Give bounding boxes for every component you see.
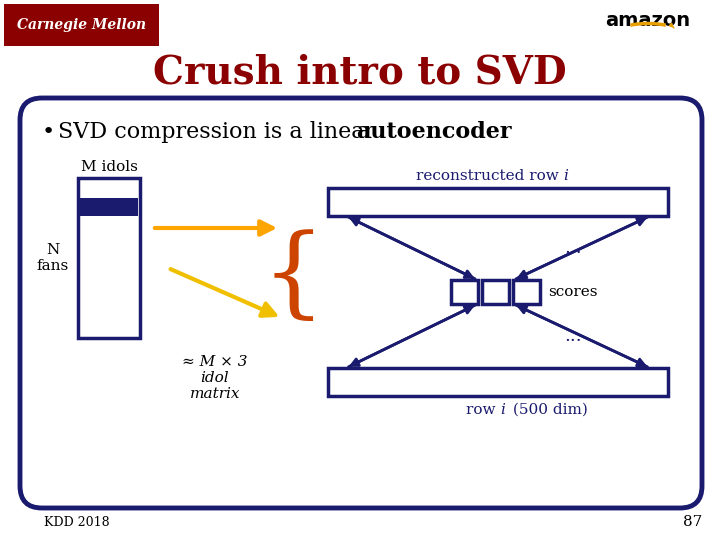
Text: amazon: amazon: [606, 10, 690, 30]
Text: KDD 2018: KDD 2018: [44, 516, 109, 529]
FancyBboxPatch shape: [482, 280, 509, 304]
Text: ≈ M × 3
idol
matrix: ≈ M × 3 idol matrix: [182, 355, 248, 401]
Text: autoencoder: autoencoder: [356, 121, 511, 143]
Text: row: row: [466, 403, 500, 417]
Text: ...: ...: [564, 239, 582, 257]
Text: Carnegie Mellon: Carnegie Mellon: [17, 18, 147, 32]
Text: N
fans: N fans: [37, 243, 69, 273]
Text: scores: scores: [548, 285, 598, 299]
FancyBboxPatch shape: [328, 188, 668, 216]
Text: Crush intro to SVD: Crush intro to SVD: [153, 54, 567, 92]
Text: i: i: [564, 169, 568, 183]
Text: •: •: [42, 122, 55, 142]
FancyBboxPatch shape: [328, 368, 668, 396]
Text: 87: 87: [683, 515, 703, 529]
FancyBboxPatch shape: [20, 98, 702, 508]
Text: reconstructed row: reconstructed row: [416, 169, 564, 183]
FancyBboxPatch shape: [78, 178, 140, 338]
Text: {: {: [261, 230, 325, 326]
Text: SVD compression is a linear: SVD compression is a linear: [58, 121, 382, 143]
FancyBboxPatch shape: [80, 198, 138, 216]
FancyBboxPatch shape: [451, 280, 478, 304]
FancyBboxPatch shape: [4, 4, 159, 46]
Text: (500 dim): (500 dim): [508, 403, 588, 417]
FancyBboxPatch shape: [513, 280, 540, 304]
Text: ...: ...: [564, 327, 582, 345]
Text: M idols: M idols: [81, 160, 138, 174]
Text: i: i: [500, 403, 505, 417]
